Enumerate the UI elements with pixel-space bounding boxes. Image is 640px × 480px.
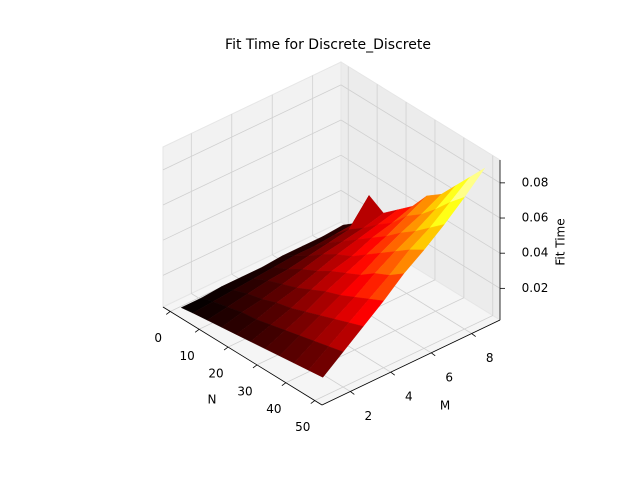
x-tick-label: 40 — [266, 402, 281, 416]
z-axis-label: Fit Time — [554, 218, 568, 265]
grid-line — [162, 154, 342, 241]
x-tick-label: 0 — [154, 331, 162, 345]
tick-mark — [165, 311, 171, 315]
grid-line — [162, 84, 342, 171]
chart-title: Fit Time for Discrete_Discrete — [225, 37, 431, 53]
x-tick-label: 20 — [208, 367, 223, 381]
x-tick-label: 30 — [237, 384, 252, 398]
grid-line — [162, 119, 342, 206]
surface-face — [308, 346, 344, 378]
z-tick-label: 0.08 — [522, 175, 549, 189]
grid-line — [162, 189, 342, 276]
tick-mark — [281, 382, 287, 387]
tick-mark — [471, 333, 476, 337]
axis-line — [162, 306, 323, 406]
z-tick-label: 0.04 — [522, 246, 549, 260]
tick-mark — [310, 400, 316, 404]
z-tick-label: 0.02 — [522, 281, 549, 295]
tick-mark — [430, 352, 436, 357]
x-tick-label: 50 — [295, 420, 310, 434]
x-axis-label: N — [208, 393, 217, 407]
tick-mark — [223, 346, 229, 351]
tick-mark — [252, 364, 258, 369]
tick-mark — [390, 371, 396, 376]
grid-line — [314, 315, 493, 401]
grid-line — [340, 119, 501, 219]
y-tick-label: 8 — [486, 351, 494, 365]
tick-mark — [350, 391, 355, 395]
grid-line — [340, 84, 501, 184]
y-tick-label: 6 — [445, 370, 453, 384]
z-tick-label: 0.06 — [522, 211, 549, 225]
axis-line — [321, 319, 501, 406]
tick-mark — [194, 328, 200, 333]
y-axis-label: M — [440, 399, 450, 413]
y-tick-label: 2 — [364, 409, 372, 423]
x-tick-label: 10 — [179, 349, 194, 363]
y-tick-label: 4 — [405, 390, 413, 404]
